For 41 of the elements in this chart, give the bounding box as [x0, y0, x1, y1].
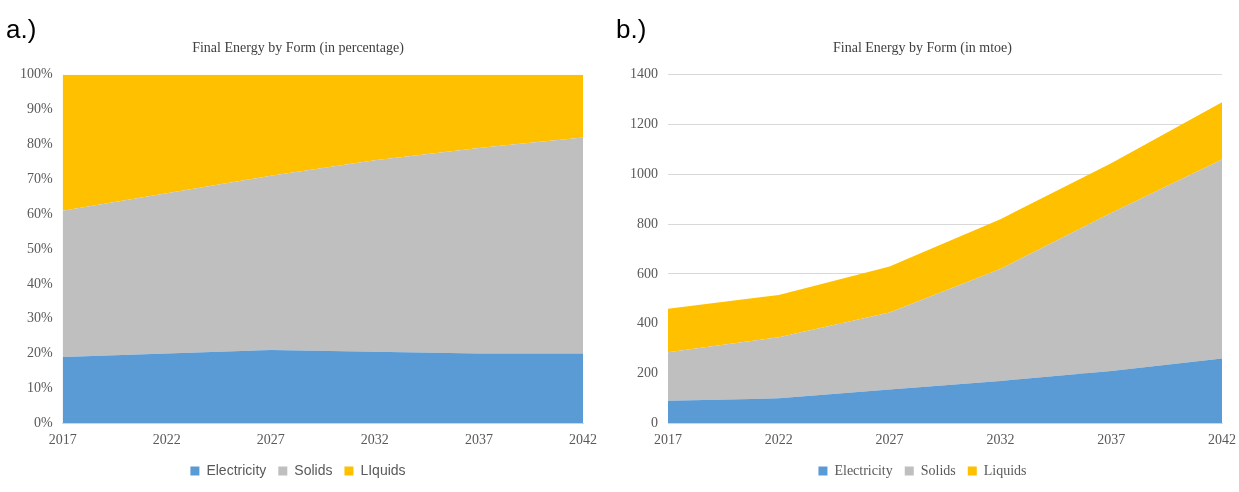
x-tick-label: 2017	[654, 432, 682, 448]
y-tick-label: 200	[637, 365, 658, 381]
x-tick-label: 2042	[569, 432, 597, 448]
x-tick-label: 2037	[1097, 432, 1126, 448]
y-tick-label: 100%	[19, 66, 53, 82]
text: b.)	[616, 14, 647, 45]
y-tick-label: 400	[637, 315, 658, 331]
legend-label: Electricity	[834, 462, 893, 478]
x-tick-label: 2042	[1208, 432, 1236, 448]
y-tick-label: 1000	[630, 166, 658, 182]
chart-title: Final Energy by Form (in mtoe)	[833, 40, 1013, 57]
x-tick-label: 2027	[875, 432, 904, 448]
legend-label: Electricity	[206, 461, 267, 478]
x-tick-label: 2017	[48, 432, 77, 448]
y-tick-label: 1200	[630, 116, 658, 132]
y-tick-label: 70%	[26, 170, 53, 186]
y-tick-label: 1400	[630, 66, 658, 82]
x-tick-label: 2022	[764, 432, 793, 448]
x-tick-label: 2027	[256, 432, 285, 448]
y-tick-label: 0%	[33, 414, 53, 430]
y-tick-label: 60%	[26, 205, 53, 221]
y-tick-label: 600	[637, 265, 658, 281]
chart-title: Final Energy by Form (in percentage)	[192, 40, 405, 57]
y-tick-label: 30%	[26, 310, 53, 326]
text: a.)	[6, 14, 37, 45]
y-tick-label: 80%	[26, 136, 53, 152]
y-tick-label: 50%	[26, 240, 53, 256]
y-tick-label: 0	[651, 414, 658, 430]
x-tick-label: 2022	[152, 432, 181, 448]
y-tick-label: 90%	[26, 101, 53, 117]
y-tick-label: 10%	[26, 380, 53, 396]
legend-label: Solids	[920, 462, 956, 478]
x-tick-label: 2032	[360, 432, 389, 448]
legend-label: LIquids	[360, 461, 406, 478]
legend-label: Solids	[294, 461, 333, 478]
y-tick-label: 40%	[26, 275, 53, 291]
x-tick-label: 2032	[986, 432, 1015, 448]
y-tick-label: 20%	[26, 345, 53, 361]
x-tick-label: 2037	[464, 432, 493, 448]
legend-label: Liquids	[983, 462, 1027, 478]
y-tick-label: 800	[637, 215, 658, 231]
